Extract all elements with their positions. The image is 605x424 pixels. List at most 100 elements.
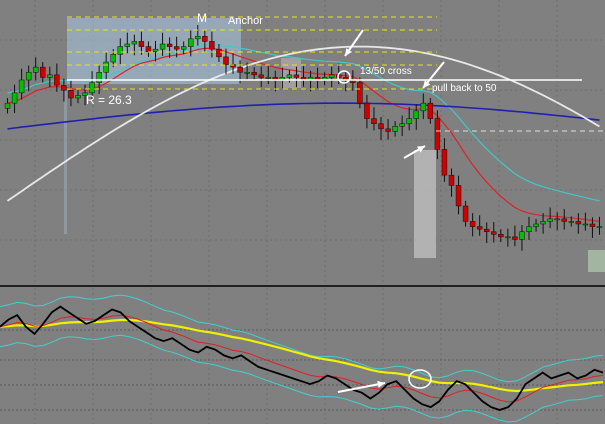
candle-body: [434, 118, 441, 150]
candle-body: [237, 66, 243, 73]
candle-body: [75, 95, 81, 99]
candle-body: [526, 226, 532, 232]
osc-circle: [408, 369, 432, 389]
candle-body: [406, 118, 412, 124]
candle-body: [399, 123, 405, 127]
candle-body: [40, 66, 46, 78]
candle-body: [441, 149, 448, 176]
candle-body: [413, 110, 419, 119]
candle-body: [293, 74, 300, 78]
osc-yellow-line: [0, 318, 604, 393]
osc-lower-band: [0, 334, 604, 423]
candle-body: [54, 74, 60, 86]
candle-body: [420, 102, 427, 112]
candle-body: [385, 128, 391, 132]
label-range: R = 26.3: [86, 93, 132, 107]
candle-body: [4, 102, 11, 109]
candle-body: [11, 92, 18, 104]
candle-body: [216, 48, 222, 58]
candle-body: [265, 77, 271, 79]
candle-body: [47, 74, 53, 78]
candle-body: [159, 43, 166, 50]
candle-body: [286, 74, 293, 78]
candle-body: [145, 46, 152, 52]
price-levels: [67, 16, 605, 132]
candle-body: [328, 74, 335, 78]
osc-main-line: [0, 305, 604, 411]
candle-body: [61, 84, 67, 91]
candle-body: [505, 236, 511, 239]
sma-line: [6, 45, 600, 202]
candle-body: [244, 72, 250, 74]
osc-arrow-head: [377, 380, 385, 388]
candle-body: [223, 56, 229, 65]
osc-arrow: [337, 382, 386, 393]
candle-body: [512, 236, 518, 240]
candle-body: [469, 221, 476, 227]
candle-body: [484, 228, 490, 232]
candle-body: [554, 218, 560, 221]
candle-body: [455, 185, 462, 207]
candle-body: [124, 43, 131, 47]
candle-body: [173, 46, 180, 50]
candle-body: [195, 36, 201, 40]
candle-body: [25, 72, 32, 81]
candle-body: [68, 90, 74, 99]
candle-body: [18, 79, 25, 94]
candle-body: [392, 126, 398, 132]
label-anchor: Anchor: [228, 15, 263, 27]
candle-body: [378, 123, 384, 130]
candle-body: [152, 48, 159, 52]
candle-body: [533, 223, 539, 227]
range-bar: [64, 84, 67, 234]
candle-body: [476, 226, 483, 230]
candle-body: [180, 46, 187, 50]
candle-body: [589, 223, 596, 227]
candle-body: [82, 92, 88, 96]
candle-body: [427, 102, 434, 119]
oscillator: [0, 294, 604, 423]
candle-body: [582, 223, 589, 226]
osc-panel-bg: [0, 287, 605, 424]
label-cross: 13/50 cross: [360, 66, 412, 77]
cross-arrow-head: [345, 48, 352, 56]
candle-body: [138, 41, 145, 47]
breakdown-box: [414, 150, 436, 258]
label-pullback: pull back to 50: [432, 83, 497, 94]
candle-body: [32, 66, 39, 73]
cross-circle: [337, 70, 351, 84]
candle-body: [110, 54, 116, 63]
label-m: M: [197, 11, 207, 25]
candle-body: [209, 41, 215, 50]
candle-body: [596, 226, 603, 228]
end-box: [588, 250, 605, 272]
candle-body: [462, 205, 469, 222]
candle-body: [103, 61, 109, 73]
candle-body: [258, 74, 264, 78]
candle-body: [166, 43, 173, 47]
candle-body: [575, 221, 582, 225]
breakdown-arrow-head: [417, 146, 425, 153]
candle-body: [202, 36, 208, 42]
ema200-line: [7, 102, 600, 130]
osc-red-line: [0, 314, 604, 403]
candle-body: [568, 221, 575, 223]
candle-body: [117, 46, 123, 55]
candle-body: [89, 82, 95, 94]
candle-body: [188, 38, 194, 47]
candle-body: [519, 231, 525, 240]
candle-body: [491, 231, 497, 235]
candle-body: [131, 41, 138, 45]
candle-body: [371, 118, 377, 124]
pullback-arrow-head: [423, 80, 431, 88]
candle-body: [540, 221, 546, 225]
osc-upper-band: [0, 294, 604, 383]
candle-body: [547, 218, 553, 222]
candle-body: [96, 72, 102, 83]
candle-body: [561, 218, 567, 222]
annotation-arrows: [337, 29, 445, 393]
candle-body: [364, 102, 370, 119]
candle-body: [498, 234, 504, 238]
consolidation-box: [281, 58, 301, 88]
